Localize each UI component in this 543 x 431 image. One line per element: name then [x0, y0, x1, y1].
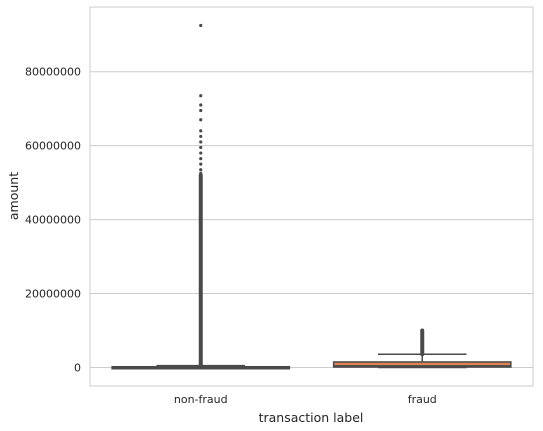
y-tick-label: 0 — [74, 362, 81, 375]
y-axis-label: amount — [6, 172, 21, 220]
outlier-point — [199, 145, 203, 150]
box-group-fraud — [332, 328, 512, 369]
outlier-point — [199, 134, 203, 139]
y-tick-label: 40000000 — [25, 214, 81, 227]
outlier-point — [199, 171, 203, 175]
x-tick-labels: non-fraud fraud — [174, 393, 437, 406]
box-iqr — [332, 361, 512, 368]
x-tick-label: non-fraud — [174, 393, 228, 406]
box-group-non-fraud — [111, 23, 291, 370]
y-tick-label: 80000000 — [25, 66, 81, 79]
y-tick-label: 60000000 — [25, 140, 81, 153]
box-layer — [111, 23, 512, 370]
y-tick-label: 20000000 — [25, 288, 81, 301]
y-tick-labels: 0 20000000 40000000 60000000 80000000 — [25, 66, 81, 375]
outlier-point — [199, 162, 203, 166]
outlier-point — [199, 151, 203, 155]
outlier-point — [199, 108, 203, 113]
plot-area-frame — [89, 6, 534, 387]
x-tick-label: fraud — [408, 393, 437, 406]
outlier-point — [199, 157, 203, 161]
gridlines — [90, 71, 533, 369]
outlier-point — [199, 140, 203, 144]
outlier-point — [199, 103, 203, 107]
outlier-point — [199, 23, 203, 28]
outlier-point — [199, 129, 203, 133]
outlier-point — [199, 168, 203, 172]
outlier-point — [199, 118, 203, 122]
x-axis-label: transaction label — [259, 410, 364, 425]
outlier-point — [199, 94, 203, 98]
